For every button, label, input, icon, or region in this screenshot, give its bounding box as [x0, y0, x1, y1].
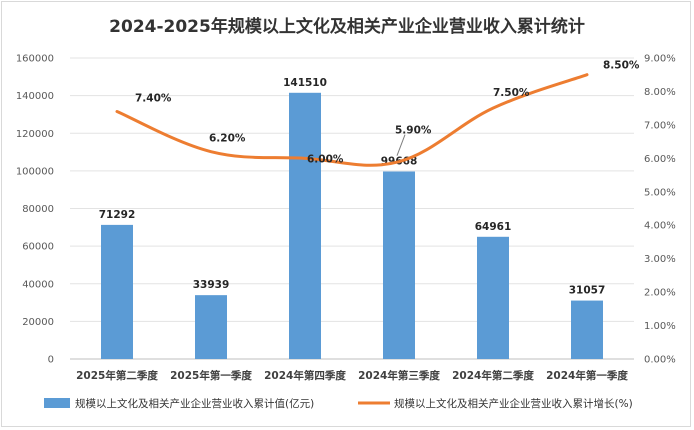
- bar: [571, 300, 603, 359]
- bar: [101, 224, 133, 359]
- left-tick-label: 40000: [22, 279, 54, 290]
- line-data-label: 7.40%: [135, 93, 172, 105]
- line-data-label: 8.50%: [603, 60, 640, 72]
- right-tick-label: 0.00%: [644, 355, 676, 366]
- category-labels: 2025年第二季度 2025年第一季度 2024年第四季度 2024年第三季度 2024…: [76, 369, 628, 382]
- left-tick-label: 140000: [16, 91, 54, 102]
- bar-data-label: 71292: [99, 209, 136, 221]
- growth-line: [115, 73, 589, 167]
- chart-title: 2024-2025年规模以上文化及相关产业企业营业收入累计统计: [109, 16, 585, 37]
- category-label: 2025年第二季度: [76, 369, 158, 382]
- line-data-label: 5.90%: [395, 125, 432, 137]
- right-tick-label: 5.00%: [644, 187, 676, 198]
- bar: [477, 236, 509, 359]
- bar-data-label: 31057: [569, 285, 606, 297]
- right-tick-label: 3.00%: [644, 254, 676, 265]
- category-label: 2024年第二季度: [452, 369, 534, 382]
- left-tick-label: 0: [48, 355, 54, 366]
- left-tick-label: 100000: [16, 166, 54, 177]
- right-tick-label: 8.00%: [644, 87, 676, 98]
- legend: 规模以上文化及相关产业企业营业收入累计值(亿元) 规模以上文化及相关产业企业营业收…: [44, 397, 633, 410]
- right-tick-label: 6.00%: [644, 154, 676, 165]
- right-axis: 0.00% 1.00% 2.00% 3.00% 4.00% 5.00% 6.00% 7.00%…: [644, 54, 676, 366]
- bar-data-label: 33939: [193, 279, 230, 291]
- bar: [195, 295, 227, 359]
- legend-bar-swatch: [44, 398, 70, 408]
- right-tick-label: 4.00%: [644, 221, 676, 232]
- line-data-label: 7.50%: [493, 87, 530, 99]
- line-data-label: 6.20%: [209, 133, 246, 145]
- left-axis: 0 20000 40000 60000 80000 100000 120000 140000 1…: [16, 54, 54, 366]
- right-tick-label: 1.00%: [644, 321, 676, 332]
- left-tick-label: 60000: [22, 242, 54, 253]
- right-tick-label: 9.00%: [644, 54, 676, 65]
- left-tick-label: 80000: [22, 204, 54, 215]
- category-label: 2025年第一季度: [170, 369, 252, 382]
- left-tick-label: 120000: [16, 129, 54, 140]
- bar: [289, 92, 321, 360]
- category-label: 2024年第四季度: [264, 369, 346, 382]
- line-series: 7.40% 6.20% 6.00% 5.90% 7.50% 8.50%: [115, 60, 640, 167]
- label-leader-line: [396, 134, 406, 156]
- bar-data-label: 64961: [475, 221, 512, 233]
- bar: [383, 171, 415, 359]
- category-label: 2024年第一季度: [546, 369, 628, 382]
- bar-data-label: 141510: [283, 77, 327, 89]
- right-tick-label: 2.00%: [644, 288, 676, 299]
- legend-line-label: 规模以上文化及相关产业企业营业收入累计增长(%): [394, 397, 633, 410]
- grid-lines: [70, 57, 634, 360]
- legend-bar-label: 规模以上文化及相关产业企业营业收入累计值(亿元): [75, 397, 314, 410]
- left-tick-label: 20000: [22, 317, 54, 328]
- category-label: 2024年第三季度: [358, 369, 440, 382]
- right-tick-label: 7.00%: [644, 120, 676, 131]
- line-data-label: 6.00%: [307, 153, 344, 165]
- left-tick-label: 160000: [16, 54, 54, 65]
